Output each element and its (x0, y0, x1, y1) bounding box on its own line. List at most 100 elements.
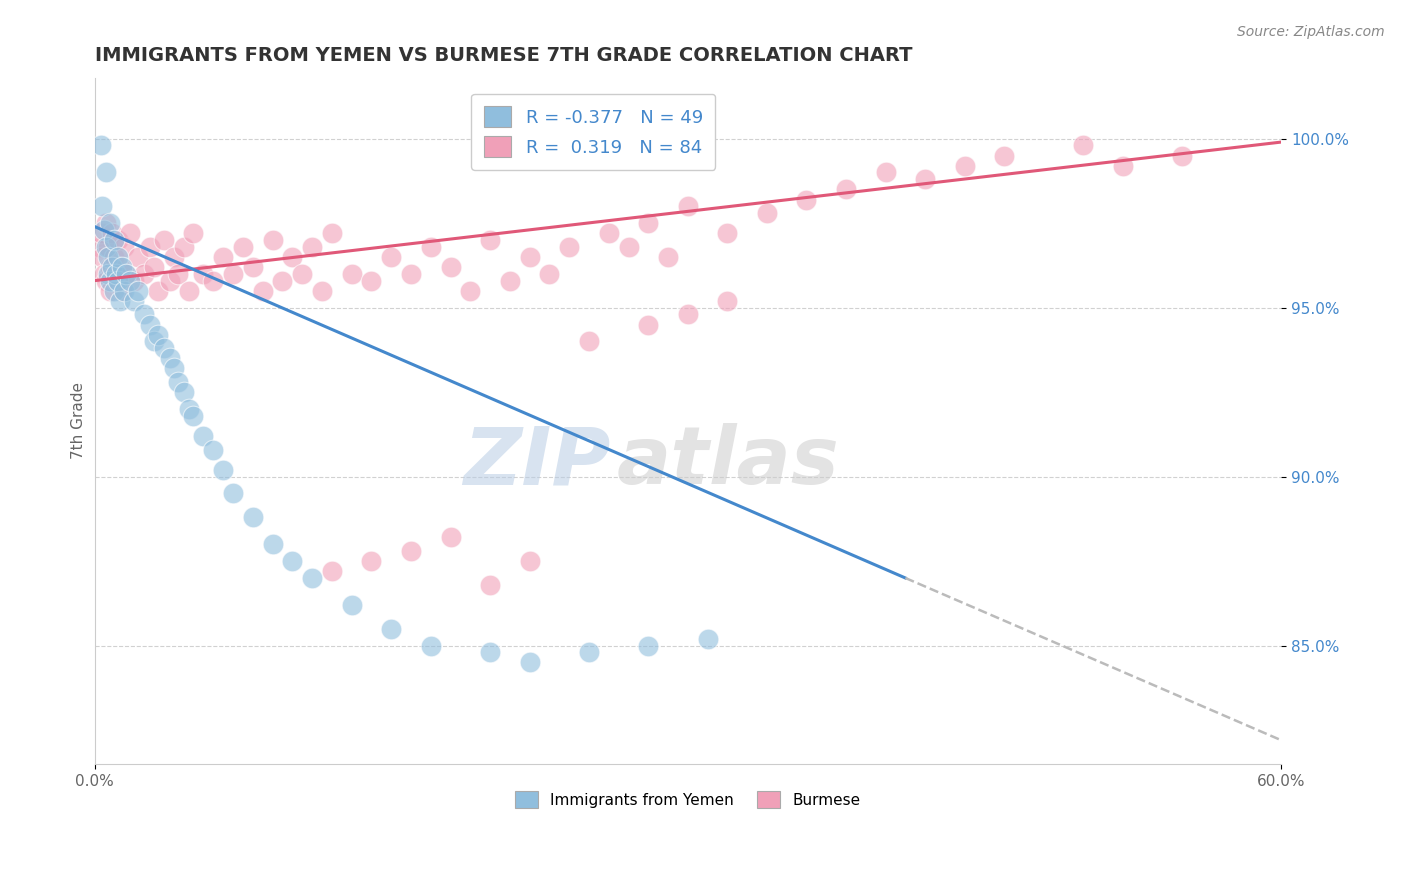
Point (499, 274, 522, 288)
Point (166, 267, 188, 281)
Point (142, 334, 165, 349)
Y-axis label: 7th Grade: 7th Grade (72, 383, 86, 459)
Point (538, 267, 561, 281)
Point (617, 240, 640, 254)
Point (637, 318, 659, 332)
Point (107, 250, 129, 264)
Point (97, 250, 120, 264)
Point (179, 402, 201, 417)
Point (100, 216, 122, 230)
Point (637, 639, 659, 653)
Point (914, 172, 936, 186)
Point (173, 385, 195, 400)
Text: ZIP: ZIP (464, 423, 610, 501)
Point (380, 250, 402, 264)
Point (132, 267, 155, 281)
Point (578, 334, 600, 349)
Point (152, 341, 174, 355)
Point (111, 284, 134, 298)
Point (242, 510, 264, 524)
Point (97, 267, 120, 281)
Point (103, 267, 125, 281)
Point (112, 284, 135, 298)
Point (479, 578, 502, 592)
Point (100, 284, 122, 298)
Text: Source: ZipAtlas.com: Source: ZipAtlas.com (1237, 25, 1385, 39)
Point (360, 554, 382, 568)
Point (212, 250, 235, 264)
Point (439, 260, 461, 274)
Point (163, 361, 186, 376)
Point (115, 267, 138, 281)
Point (97, 240, 120, 254)
Point (103, 250, 125, 264)
Point (183, 227, 205, 241)
Point (111, 260, 134, 274)
Point (163, 250, 186, 264)
Point (127, 284, 149, 298)
Point (159, 274, 181, 288)
Point (458, 284, 481, 298)
Point (96, 216, 118, 230)
Point (89, 138, 111, 153)
Point (439, 530, 461, 544)
Point (96, 274, 118, 288)
Point (87, 240, 110, 254)
Point (875, 165, 897, 179)
Point (100, 274, 122, 288)
Point (122, 293, 145, 308)
Point (1171, 148, 1194, 162)
Point (598, 227, 620, 241)
Point (146, 327, 169, 342)
Point (380, 622, 402, 636)
Point (340, 267, 363, 281)
Point (242, 260, 264, 274)
Point (399, 544, 422, 558)
Point (262, 233, 284, 247)
Point (142, 260, 165, 274)
Point (105, 274, 128, 288)
Point (159, 351, 181, 366)
Point (222, 486, 245, 500)
Point (271, 274, 294, 288)
Point (93, 223, 115, 237)
Point (120, 274, 142, 288)
Point (676, 307, 699, 321)
Point (321, 227, 343, 241)
Point (105, 267, 128, 281)
Point (479, 233, 502, 247)
Point (578, 645, 600, 659)
Point (132, 307, 155, 321)
Point (262, 537, 284, 551)
Point (1112, 159, 1135, 173)
Point (96, 240, 118, 254)
Point (676, 199, 699, 213)
Point (340, 598, 363, 612)
Point (657, 250, 679, 264)
Point (91, 199, 114, 213)
Point (101, 227, 124, 241)
Point (291, 267, 314, 281)
Point (222, 267, 245, 281)
Point (519, 250, 541, 264)
Point (100, 260, 122, 274)
Point (120, 227, 142, 241)
Point (755, 206, 778, 220)
Point (96, 165, 118, 179)
Point (637, 216, 659, 230)
Point (321, 564, 343, 578)
Point (212, 463, 235, 477)
Point (152, 233, 174, 247)
Point (183, 409, 205, 423)
Point (419, 639, 441, 653)
Point (360, 274, 382, 288)
Point (311, 284, 333, 298)
Point (301, 571, 323, 585)
Point (519, 656, 541, 670)
Point (122, 274, 145, 288)
Point (89, 227, 111, 241)
Point (103, 284, 125, 298)
Point (281, 250, 304, 264)
Point (139, 240, 162, 254)
Point (110, 293, 132, 308)
